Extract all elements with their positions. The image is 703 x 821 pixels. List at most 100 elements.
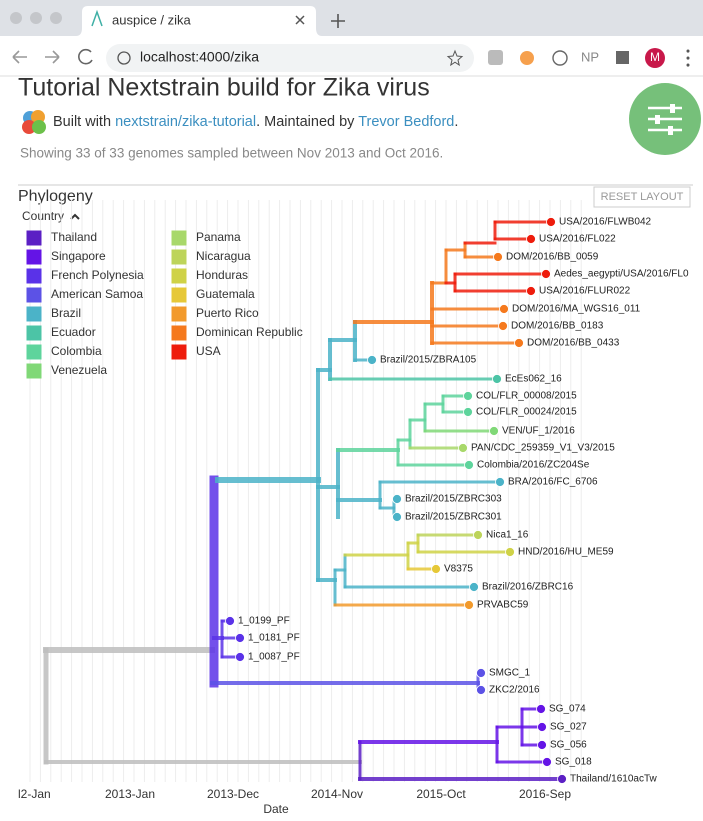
tip-label: SG_056	[550, 740, 587, 751]
tip[interactable]	[557, 774, 567, 784]
tip[interactable]	[476, 685, 486, 695]
address-bar[interactable]	[106, 44, 474, 72]
legend-label: Venezuela	[51, 363, 107, 377]
reset-layout-button[interactable]	[593, 186, 691, 208]
tip[interactable]	[498, 321, 508, 331]
tip[interactable]	[464, 460, 474, 470]
profile-avatar[interactable]	[645, 48, 665, 68]
tip[interactable]	[537, 722, 547, 732]
extension-icon[interactable]	[552, 50, 568, 66]
tip[interactable]	[392, 512, 402, 522]
tip-label: SG_074	[549, 704, 586, 715]
tip[interactable]	[463, 407, 473, 417]
legend-label: French Polynesia	[51, 268, 144, 282]
tip[interactable]	[542, 757, 552, 767]
back-button[interactable]	[12, 50, 27, 64]
legend-label: Brazil	[51, 306, 81, 320]
tip[interactable]	[489, 426, 499, 436]
tip-label: COL/FLR_00008/2015	[476, 391, 577, 402]
tip[interactable]	[537, 740, 547, 750]
legend-swatch	[171, 287, 187, 303]
forward-button[interactable]	[45, 50, 60, 64]
tip[interactable]	[225, 616, 235, 626]
tip[interactable]	[235, 652, 245, 662]
legend-label: USA	[196, 344, 221, 358]
legend-toggle[interactable]	[70, 213, 80, 220]
tip-label: PAN/CDC_259359_V1_V3/2015	[471, 443, 615, 454]
tip[interactable]	[464, 600, 474, 610]
tip[interactable]	[367, 355, 377, 365]
tab-close[interactable]	[295, 15, 305, 25]
tip-label: SMGC_1	[489, 668, 531, 679]
byline-text: Built with	[53, 114, 115, 130]
legend-swatch	[26, 325, 42, 341]
panel-title: Phylogeny	[18, 188, 93, 205]
tip[interactable]	[463, 391, 473, 401]
settings-button[interactable]	[629, 83, 701, 155]
tip-label: DOM/2016/BB_0183	[511, 321, 604, 332]
repo-link[interactable]: nextstrain/zika-tutorial	[115, 114, 256, 130]
tip[interactable]	[514, 338, 524, 348]
legend-swatch	[171, 306, 187, 322]
reload-button[interactable]	[78, 48, 93, 65]
info-icon[interactable]	[117, 51, 131, 65]
byline: Built with nextstrain/zika-tutorial. Mai…	[53, 114, 458, 130]
tip[interactable]	[505, 547, 515, 557]
legend-label: Puerto Rico	[196, 306, 259, 320]
byline-text: .	[454, 114, 458, 130]
legend-label: Panama	[196, 230, 241, 244]
tip[interactable]	[431, 564, 441, 574]
legend-swatch	[26, 344, 42, 360]
window-min[interactable]	[30, 12, 42, 24]
tab-title: auspice / zika	[112, 12, 192, 27]
tip[interactable]	[499, 304, 509, 314]
tip-label: BRA/2016/FC_6706	[508, 477, 598, 488]
tip[interactable]	[526, 286, 536, 296]
tip[interactable]	[546, 217, 556, 227]
tab-icon	[91, 9, 103, 27]
tip-label: V8375	[444, 564, 473, 575]
tip[interactable]	[493, 252, 503, 262]
bookmark-star[interactable]	[446, 49, 464, 67]
profile-initial: M	[650, 50, 660, 64]
legend-label: Guatemala	[196, 287, 255, 301]
legend-swatch	[26, 306, 42, 322]
tip[interactable]	[235, 633, 245, 643]
legend-swatch	[171, 249, 187, 265]
tip[interactable]	[536, 704, 546, 714]
tip[interactable]	[458, 443, 468, 453]
tip[interactable]	[469, 582, 479, 592]
x-tick-label: 2013-Jan	[105, 787, 155, 801]
legend-label: Nicaragua	[196, 249, 251, 263]
legend-label: Dominican Republic	[196, 325, 303, 339]
tip[interactable]	[526, 234, 536, 244]
tip-label: SG_018	[555, 757, 592, 768]
window-max[interactable]	[50, 12, 62, 24]
new-tab[interactable]	[331, 14, 345, 28]
tip-label: USA/2016/FLUR022	[539, 286, 631, 297]
legend-label: Colombia	[51, 344, 102, 358]
tip[interactable]	[473, 530, 483, 540]
tip-label: Brazil/2015/ZBRC301	[405, 512, 502, 523]
tip-label: EcEs062_16	[505, 374, 562, 385]
tip-label: USA/2016/FLWB042	[559, 217, 652, 228]
extensions-button[interactable]	[616, 51, 629, 64]
x-tick-label: 2016-Sep	[519, 787, 571, 801]
window-close[interactable]	[10, 12, 22, 24]
tip[interactable]	[392, 494, 402, 504]
active-tab[interactable]	[76, 6, 322, 36]
author-link[interactable]: Trevor Bedford	[358, 114, 454, 130]
tip[interactable]	[492, 374, 502, 384]
legend-swatch	[171, 344, 187, 360]
tip[interactable]	[541, 269, 551, 279]
legend-swatch	[26, 268, 42, 284]
legend-title[interactable]: Country	[22, 209, 64, 223]
tip-label: HND/2016/HU_ME59	[518, 547, 614, 558]
x-tick-label: 2014-Nov	[311, 787, 363, 801]
tip[interactable]	[495, 477, 505, 487]
extension-label[interactable]: NP	[581, 49, 599, 64]
tip[interactable]	[476, 668, 486, 678]
extension-icon[interactable]	[488, 50, 503, 65]
extension-icon[interactable]	[520, 51, 534, 65]
